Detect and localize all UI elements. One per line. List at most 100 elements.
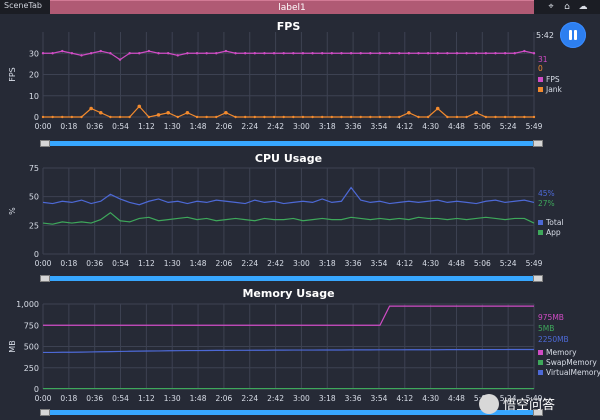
x-tick-label: 4:12 [396,394,413,403]
x-tick-label: 3:54 [371,394,388,403]
data-point-fps [128,52,131,55]
data-point-fps [157,52,160,55]
x-tick-label: 0:54 [112,122,129,131]
current-value-jank: 0 [538,64,543,73]
x-tick-label: 3:18 [319,394,336,403]
data-point-fps [484,52,488,55]
legend-label-app: App [546,228,561,237]
x-tick-label: 1:30 [164,394,181,403]
data-point-fps [436,52,439,55]
x-tick-label: 3:36 [345,122,362,131]
data-point-fps [465,52,468,55]
data-point-jank [253,115,257,119]
data-point-jank [426,115,430,119]
data-point-fps [138,52,141,55]
x-tick-label: 3:36 [345,259,362,268]
data-point-fps [99,49,102,53]
x-tick-label: 4:30 [422,394,439,403]
x-tick-label: 3:18 [319,122,336,131]
fps-range-start-handle[interactable] [40,140,50,147]
y-tick-label: 0 [34,113,39,122]
data-point-fps [224,49,228,53]
data-point-jank [137,104,142,109]
data-point-jank [147,115,151,119]
x-tick-label: 5:49 [526,122,543,131]
home-icon[interactable]: ⌂ [564,2,570,12]
data-point-fps [503,52,507,55]
x-tick-label: 0:36 [86,259,103,268]
memory-range-start-handle[interactable] [40,409,50,416]
data-point-jank [80,115,83,119]
location-icon[interactable]: ⌖ [548,2,554,12]
data-point-fps [446,52,449,55]
legend-label-fps: FPS [546,75,560,84]
x-tick-label: 0:18 [60,259,77,268]
data-point-jank [282,115,285,119]
data-point-jank [417,115,420,119]
data-point-jank [176,115,179,119]
x-tick-label: 3:54 [371,259,388,268]
data-point-fps [417,52,420,55]
data-point-jank [128,115,131,119]
x-tick-label: 0:54 [112,259,129,268]
current-value-total: 45% [538,189,555,198]
x-tick-label: 3:54 [371,122,388,131]
data-point-fps [195,52,199,55]
data-point-jank [195,115,199,119]
fps-range-end-handle[interactable] [533,140,543,147]
data-point-jank [407,110,411,115]
current-value-memory: 975MB [538,313,564,322]
data-point-jank [513,115,516,119]
data-point-fps [311,52,314,55]
x-tick-label: 0:00 [35,394,52,403]
data-point-fps [407,52,411,55]
scene-tab-label[interactable]: SceneTab [4,1,42,10]
data-point-jank [388,115,391,119]
x-tick-label: 1:12 [138,259,155,268]
x-tick-label: 1:30 [164,259,181,268]
data-point-jank [272,115,276,119]
x-tick-label: 0:18 [60,394,77,403]
cpu-range-start-handle[interactable] [40,275,50,282]
data-point-jank [311,115,314,119]
data-point-jank [263,115,266,119]
cpu-range-end-handle[interactable] [533,275,543,282]
data-point-jank [109,115,112,119]
legend-swatch-swapmemory [538,360,543,365]
x-tick-label: 1:30 [164,122,181,131]
cpu-range-slider[interactable] [50,276,533,281]
x-tick-label: 0:18 [60,122,77,131]
pause-icon-bar [574,30,577,40]
data-point-fps [455,52,459,55]
y-tick-label: 10 [29,92,39,101]
x-tick-label: 2:42 [267,259,284,268]
data-point-fps [426,52,430,55]
legend-label-jank: Jank [545,85,563,94]
cloud-icon[interactable]: ☁ [578,2,588,12]
data-point-fps [176,54,179,57]
data-point-jank [70,115,74,119]
series-line-fps [43,50,535,61]
data-point-jank [446,115,449,119]
x-tick-label: 1:12 [138,122,155,131]
data-point-fps [51,52,54,55]
pause-button[interactable] [560,22,586,48]
memory-range-slider[interactable] [50,410,533,415]
x-tick-label: 5:24 [500,259,517,268]
memory-chart: Memory Usage MB 1,000 750 500 250 00:00 0:18 0:3… [8,287,600,403]
data-point-jank [340,115,343,119]
series-line-memory [43,305,534,326]
y-axis-label: MB [8,340,17,352]
data-point-jank [215,115,218,119]
x-tick-label: 5:24 [500,394,517,403]
chart-title: FPS [277,20,301,33]
window-title-tab[interactable]: label1 [50,0,534,14]
y-axis-label: % [8,207,17,215]
data-point-fps [513,52,516,55]
current-value-virtualmemory: 2250MB [538,335,569,344]
legend-swatch-total [538,220,543,225]
data-point-jank [494,115,497,119]
memory-range-end-handle[interactable] [533,409,543,416]
fps-range-slider[interactable] [50,141,533,146]
